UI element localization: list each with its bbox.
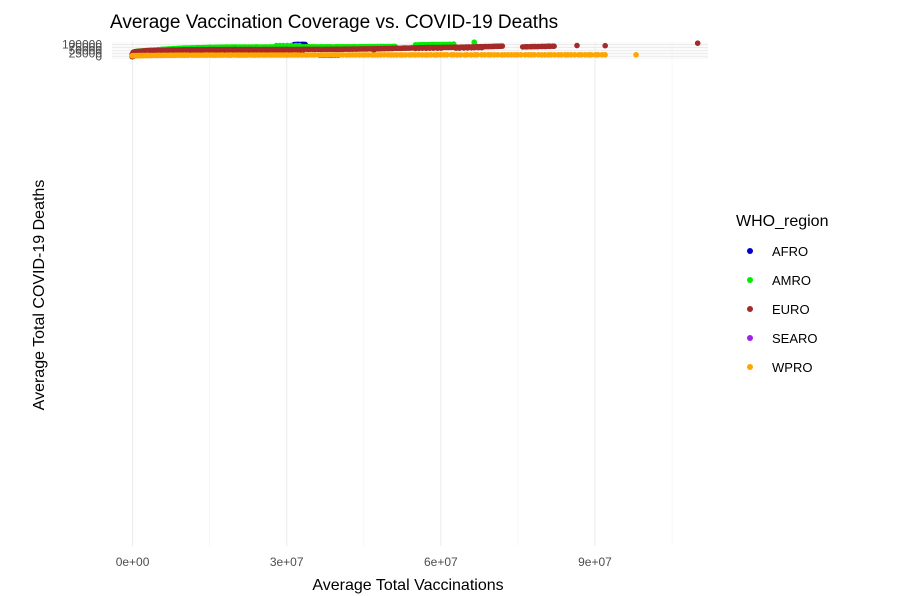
data-point xyxy=(499,43,506,49)
data-point xyxy=(464,52,471,58)
legend-label-searo: SEARO xyxy=(772,331,818,346)
legend-label-wpro: WPRO xyxy=(772,360,812,375)
y-tick-label: 75000 xyxy=(69,41,103,55)
legend-key-afro xyxy=(747,248,753,254)
data-point xyxy=(403,52,409,58)
data-point xyxy=(588,52,595,58)
data-point xyxy=(444,52,450,58)
data-point xyxy=(457,52,464,58)
data-point xyxy=(495,52,501,58)
legend-items: AFRO AMRO EURO SEARO WPRO xyxy=(747,244,818,375)
data-point xyxy=(633,52,639,58)
legend-key-wpro xyxy=(747,364,753,370)
data-point xyxy=(572,52,578,58)
legend-title: WHO_region xyxy=(736,213,828,230)
data-point xyxy=(602,52,608,58)
data-point xyxy=(438,45,444,51)
data-point xyxy=(371,47,377,53)
grid-lines xyxy=(112,42,708,546)
data-point xyxy=(558,52,565,58)
legend-label-euro: EURO xyxy=(772,302,810,317)
data-point xyxy=(602,42,608,49)
legend-label-amro: AMRO xyxy=(772,273,811,288)
y-tick-label: 25000 xyxy=(69,47,103,61)
data-point xyxy=(479,44,485,51)
chart-title: Average Vaccination Coverage vs. COVID-1… xyxy=(110,12,558,33)
x-axis-title: Average Total Vaccinations xyxy=(312,577,503,594)
x-tick-label: 9e+07 xyxy=(578,555,612,569)
legend-key-searo xyxy=(747,335,753,341)
data-point xyxy=(365,52,371,58)
data-point xyxy=(574,42,580,49)
data-point xyxy=(430,45,437,51)
legend-label-afro: AFRO xyxy=(772,244,808,259)
legend-key-amro xyxy=(747,277,753,283)
legend-key-euro xyxy=(747,306,753,312)
x-tick-label: 6e+07 xyxy=(424,555,458,569)
data-point xyxy=(311,52,318,58)
x-tick-label: 3e+07 xyxy=(270,555,304,569)
legend: WHO_region AFRO AMRO EURO SEARO WPRO xyxy=(736,213,828,375)
y-tick-label: 50000 xyxy=(69,44,103,58)
plot-panel xyxy=(112,39,708,546)
x-tick-label: 0e+00 xyxy=(116,555,150,569)
data-point xyxy=(694,40,701,46)
y-tick-label: 100000 xyxy=(62,37,102,51)
x-axis-ticks: 0e+00 3e+07 6e+07 9e+07 xyxy=(116,555,612,569)
data-point xyxy=(595,52,601,58)
data-point xyxy=(474,52,481,58)
y-axis-title: Average Total COVID-19 Deaths xyxy=(31,180,48,411)
data-point xyxy=(456,45,463,51)
series-wpro xyxy=(129,52,639,59)
data-point xyxy=(518,52,524,58)
data-point xyxy=(551,43,557,49)
data-points xyxy=(129,39,701,60)
data-point xyxy=(531,52,538,58)
y-tick-label: 0 xyxy=(95,50,102,64)
